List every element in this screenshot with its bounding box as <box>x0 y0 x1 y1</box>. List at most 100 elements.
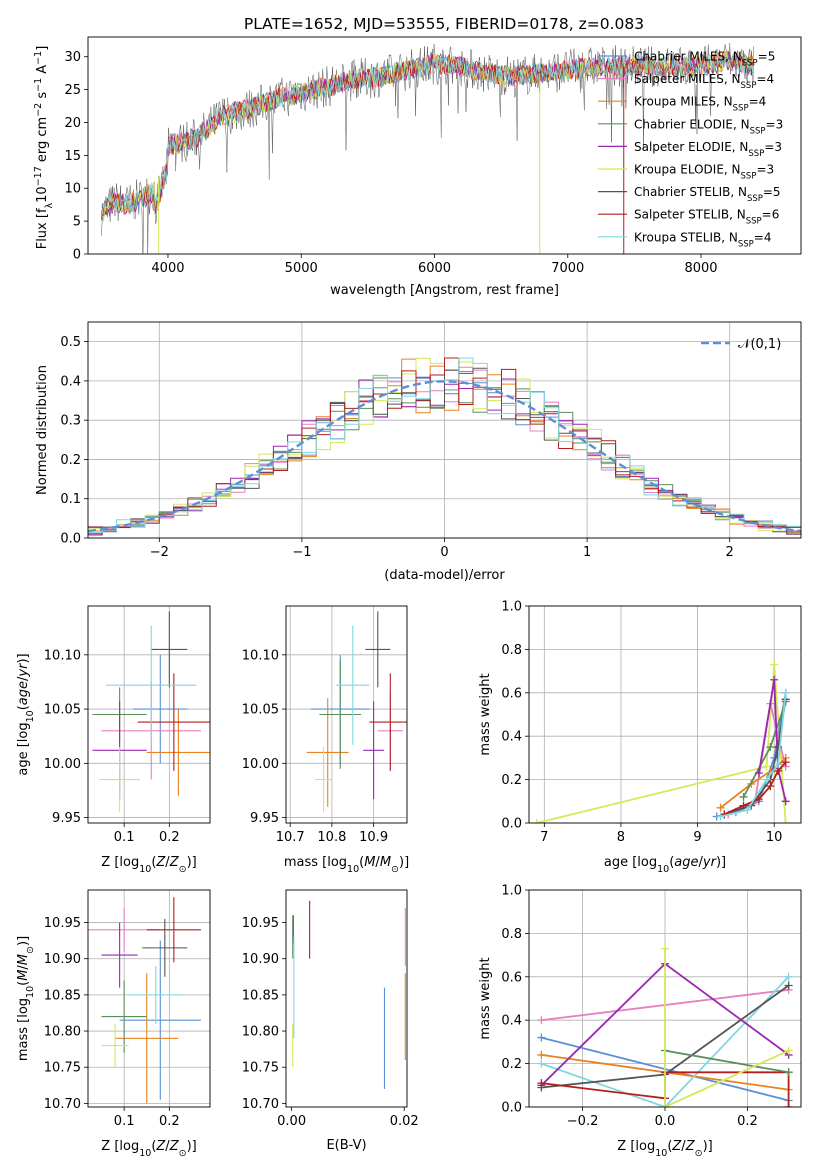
y-tick-label: 20 <box>64 116 81 131</box>
label-segment: mass [log <box>16 998 31 1061</box>
weight-series-line <box>536 664 787 823</box>
weight-point-marker <box>537 1016 546 1025</box>
label-segment: 10 <box>139 1148 151 1159</box>
legend-label: 𝒩(0,1) <box>738 337 781 352</box>
label-segment: / <box>165 1139 170 1154</box>
label-segment: )] <box>716 855 726 870</box>
weight-point-marker <box>537 1079 546 1088</box>
label-segment: M <box>16 970 31 981</box>
y-tick-label: 0.6 <box>501 970 522 985</box>
x-axis-label: age [log10(age/yr)] <box>604 855 726 875</box>
label-segment: age [log <box>16 722 31 775</box>
mass-vs-ebv-panel: 0.00 0.02 10.70 10.75 10.80 10.85 10.90 10.95 E(… <box>242 889 419 1153</box>
x-tick-label: 0.2 <box>159 830 180 845</box>
y-tick-label: 10.05 <box>242 703 279 718</box>
axes-frame <box>528 889 802 1108</box>
x-axis-label: wavelength [Angstrom, rest frame] <box>330 283 559 298</box>
x-tick-label: 5000 <box>285 261 318 276</box>
legend-label-main: Chabrier ELODIE, N <box>634 117 750 131</box>
x-tick-label: 0.2 <box>159 1114 180 1129</box>
weight-point-marker <box>781 688 790 697</box>
weight-series-line <box>664 1049 789 1074</box>
label-segment: / <box>16 965 31 970</box>
weight-point-marker <box>781 797 790 806</box>
x-axis-label: mass [log10(M/M⊙)] <box>284 855 409 875</box>
mass-weight-vs-metallicity-panel: −0.2 0.0 0.20.00.20.40.60.81.0Z [log10(Z/Z… <box>478 884 802 1159</box>
axes-frame <box>87 36 802 255</box>
y-tick-label: 10.70 <box>44 1097 81 1112</box>
legend-label: Chabrier ELODIE, NSSP=3 <box>634 117 783 136</box>
y-tick-label: 0.2 <box>501 1057 522 1072</box>
label-segment: ( <box>669 855 674 870</box>
plot-area <box>532 660 790 823</box>
plot-area <box>306 611 407 813</box>
label-segment: ⊙ <box>695 1148 703 1159</box>
x-tick-label: 10.7 <box>276 830 305 845</box>
x-tick-label: 10.8 <box>317 830 346 845</box>
weight-point-marker <box>774 760 783 769</box>
y-tick-label: 10.80 <box>44 1025 81 1040</box>
y-tick-label: 0.8 <box>501 643 522 658</box>
label-segment: / <box>165 855 170 870</box>
y-tick-label: 0.4 <box>501 730 522 745</box>
y-tick-label: 0.2 <box>501 773 522 788</box>
label-segment: ( <box>16 705 31 710</box>
weight-point-marker <box>537 1033 546 1042</box>
x-tick-label: 0.00 <box>277 1114 306 1129</box>
x-tick-label: 6000 <box>418 261 451 276</box>
y-tick-label: 10.10 <box>44 648 81 663</box>
label-segment: erg cm <box>35 117 50 166</box>
legend-label: Kroupa MILES, NSSP=4 <box>634 95 766 114</box>
label-segment: ( <box>359 855 364 870</box>
label-segment: 10 <box>25 986 36 998</box>
weight-point-marker <box>781 758 790 767</box>
axes-frame <box>285 605 408 824</box>
x-tick-label: 8000 <box>684 261 717 276</box>
weight-point-marker <box>766 782 775 791</box>
label-segment: yr <box>702 855 718 870</box>
y-tick-label: 10.05 <box>44 703 81 718</box>
label-segment: yr <box>16 662 31 678</box>
axes-frame <box>87 889 211 1108</box>
legend-label-main: Kroupa ELODIE, N <box>634 163 741 177</box>
label-segment: ( <box>667 1139 672 1154</box>
legend-label: Salpeter STELIB, NSSP=6 <box>634 208 779 227</box>
legend-label-sub: SSP <box>741 81 757 91</box>
legend-label-sub: SSP <box>742 59 758 69</box>
weight-point-marker <box>784 1068 793 1077</box>
y-tick-label: 10.00 <box>44 757 81 772</box>
legend-label: Salpeter ELODIE, NSSP=3 <box>634 140 782 159</box>
x-tick-label: 2 <box>726 545 734 560</box>
x-tick-label: 0.02 <box>390 1114 419 1129</box>
x-axis-label: (data-model)/error <box>384 568 505 583</box>
weight-point-marker <box>743 805 752 814</box>
x-axis-label: Z [log10(Z/Z⊙)] <box>617 1139 712 1159</box>
label-segment: −17 <box>33 166 44 186</box>
weight-point-marker <box>739 792 748 801</box>
y-tick-label: 25 <box>64 83 81 98</box>
weight-point-marker <box>661 944 669 953</box>
label-segment: 10 <box>139 864 151 875</box>
y-tick-label: 10.10 <box>242 648 279 663</box>
legend-label-count: =5 <box>763 185 781 199</box>
label-segment: age [log <box>604 855 657 870</box>
label-segment: Z <box>671 1139 682 1154</box>
plot-area <box>88 897 201 1104</box>
spectrum-panel: 4000 5000 6000 7000 8000 0 5 10 15 20 25 30 waveleng… <box>33 36 802 298</box>
x-tick-label: 7 <box>540 830 548 845</box>
label-segment: A <box>35 65 50 78</box>
weight-point-marker <box>784 1046 793 1055</box>
label-segment: Z <box>685 1139 696 1154</box>
legend-label-count: =3 <box>756 163 774 177</box>
plot-area <box>100 42 755 254</box>
spectrum-line <box>101 42 755 254</box>
label-segment: Flux [f <box>35 208 50 249</box>
axes-frame <box>528 605 802 824</box>
label-segment: Z [log <box>101 855 139 870</box>
y-tick-label: 15 <box>64 149 81 164</box>
legend-label-count: =4 <box>754 230 772 244</box>
label-segment: )] <box>703 1139 713 1154</box>
label-segment: / <box>699 855 704 870</box>
plot-area <box>292 900 406 1089</box>
